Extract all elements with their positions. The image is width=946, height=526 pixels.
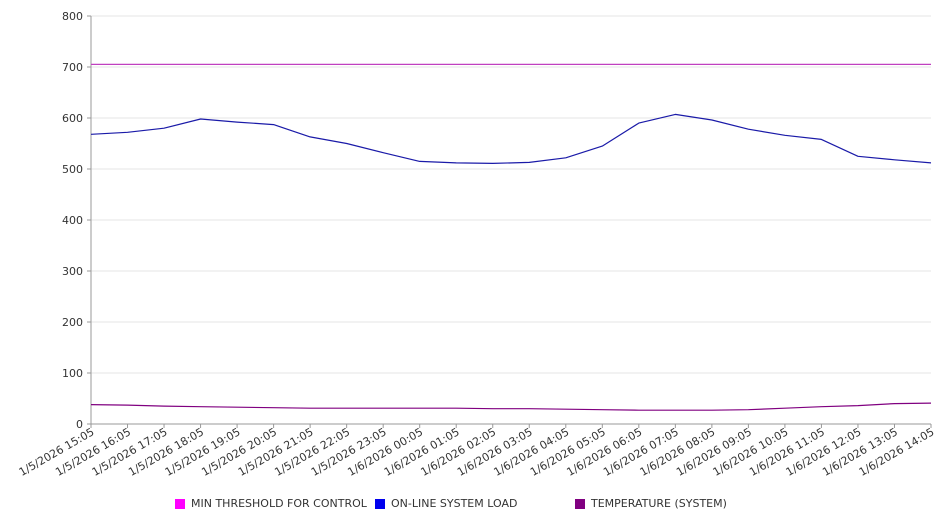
legend-item[interactable]: ON-LINE SYSTEM LOAD xyxy=(375,497,517,510)
y-axis-ticks: 0 100 200 300 400 500 600 700 800 xyxy=(62,10,91,431)
legend-label: MIN THRESHOLD FOR CONTROL xyxy=(191,497,367,510)
legend: MIN THRESHOLD FOR CONTROL ON-LINE SYSTEM … xyxy=(0,497,946,515)
series-lines xyxy=(90,63,932,411)
legend-swatch xyxy=(575,498,585,509)
y-tick-label: 700 xyxy=(62,61,83,74)
y-tick-label: 600 xyxy=(62,112,83,125)
legend-swatch xyxy=(375,498,385,509)
legend-label: TEMPERATURE (SYSTEM) xyxy=(591,497,727,510)
y-tick-label: 0 xyxy=(76,418,83,431)
y-tick-label: 500 xyxy=(62,163,83,176)
y-tick-label: 800 xyxy=(62,10,83,23)
series-line-1 xyxy=(90,113,932,164)
legend-label: ON-LINE SYSTEM LOAD xyxy=(391,497,518,510)
y-tick-label: 400 xyxy=(62,214,83,227)
y-tick-label: 100 xyxy=(62,367,83,380)
gridlines xyxy=(91,15,931,374)
x-axis-ticks: 1/5/2026 15:051/5/2026 16:051/5/2026 17:… xyxy=(17,424,937,479)
legend-item[interactable]: MIN THRESHOLD FOR CONTROL xyxy=(175,497,367,510)
legend-item[interactable]: TEMPERATURE (SYSTEM) xyxy=(575,497,727,510)
y-tick-label: 200 xyxy=(62,316,83,329)
y-tick-label: 300 xyxy=(62,265,83,278)
series-line-2 xyxy=(90,402,932,411)
legend-swatch xyxy=(175,498,185,509)
